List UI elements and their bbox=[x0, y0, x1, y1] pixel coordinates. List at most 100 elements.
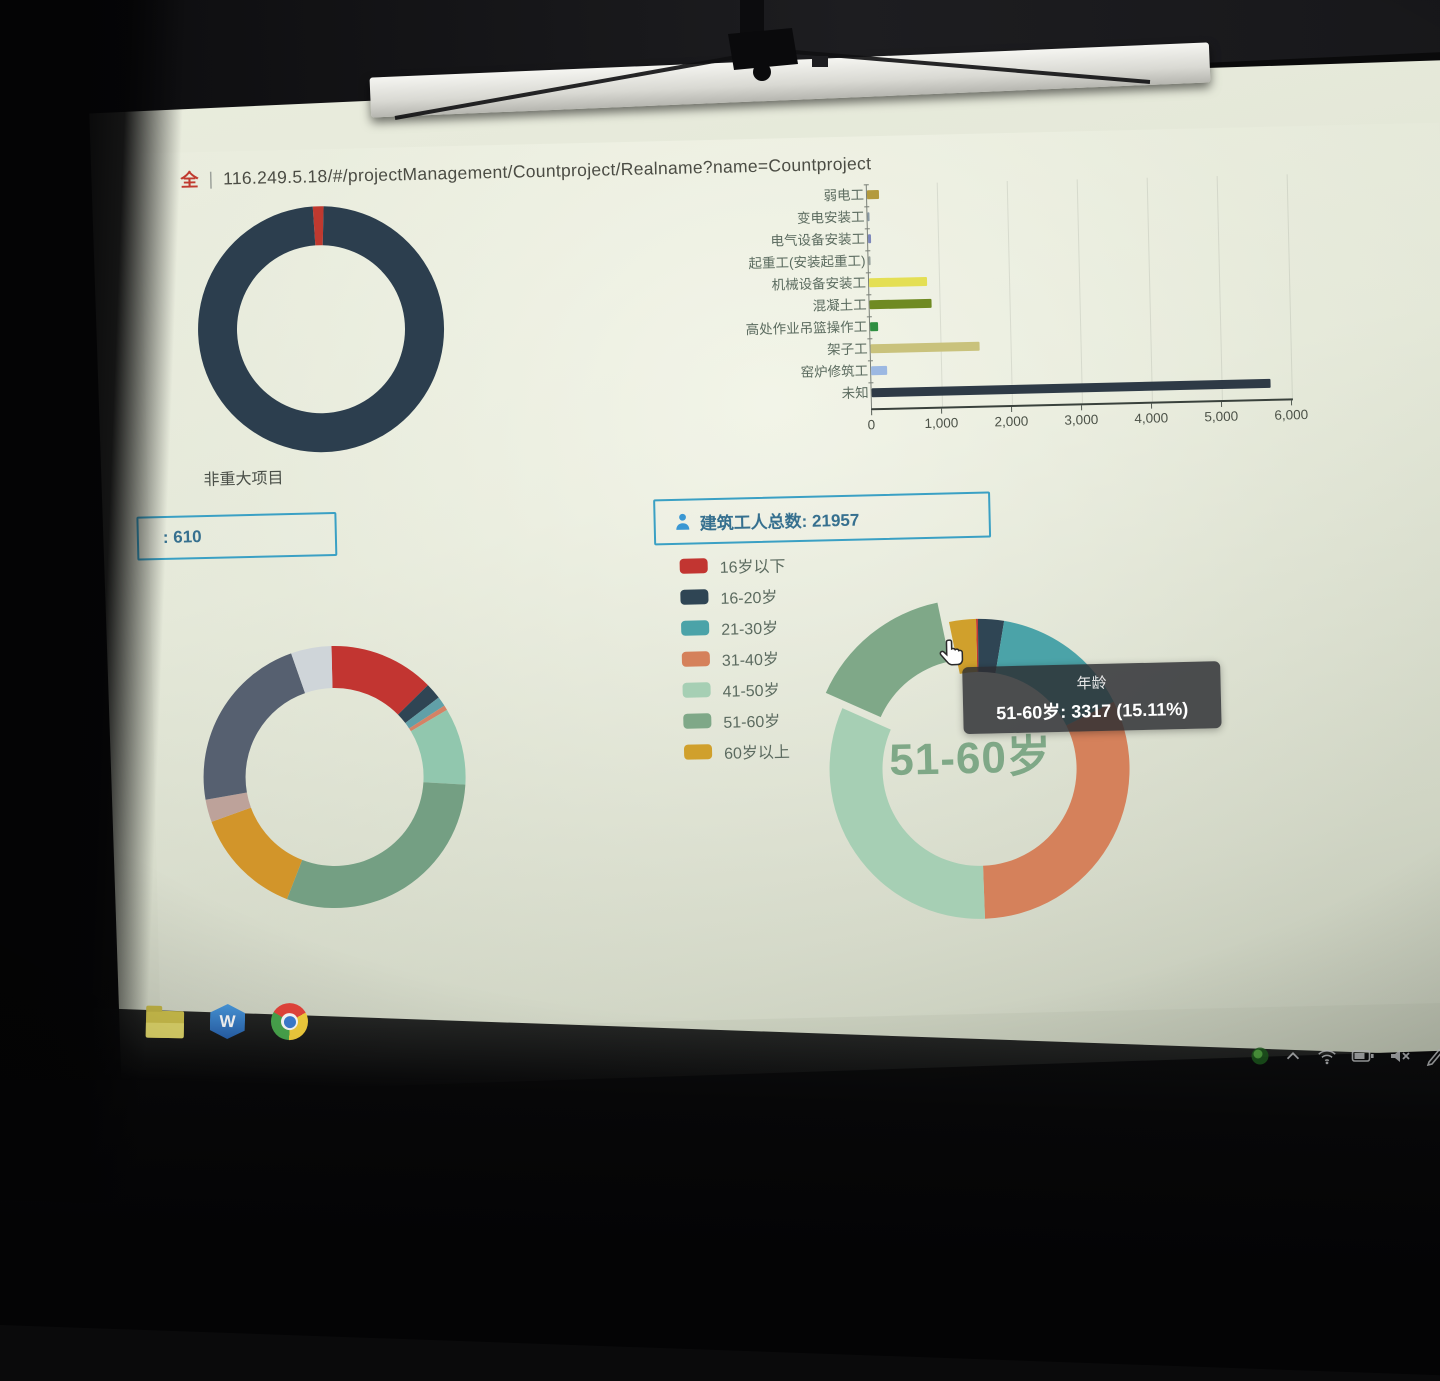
x-axis-tick-label: 4,000 bbox=[1134, 410, 1169, 427]
bar-5[interactable] bbox=[869, 298, 932, 310]
x-axis-tick-label: 6,000 bbox=[1274, 406, 1309, 423]
bar-2[interactable] bbox=[867, 234, 872, 244]
pie-slice-5[interactable] bbox=[284, 781, 468, 909]
gridline bbox=[936, 182, 944, 407]
legend-label: 21-30岁 bbox=[720, 620, 779, 639]
legend-item-3[interactable]: 31-40岁 bbox=[681, 641, 789, 674]
gridline bbox=[1076, 179, 1083, 404]
legend-color-chip bbox=[680, 620, 710, 636]
worker-type-bar-chart[interactable]: 弱电工 变电安装工 电气设备安装工 起重工(安装起重工) 机械设备安装工 混凝土工 高处作业… bbox=[716, 174, 1308, 447]
category-label-9: 未知 bbox=[841, 385, 869, 401]
volume-muted-icon[interactable] bbox=[1388, 1046, 1412, 1066]
pie-slice-8[interactable] bbox=[201, 653, 308, 800]
legend-item-6[interactable]: 60岁以上 bbox=[683, 734, 791, 767]
bar-3[interactable] bbox=[868, 256, 871, 266]
mouse-cursor-hand bbox=[939, 639, 964, 666]
workers-total-text: 建筑工人总数: 21957 bbox=[699, 510, 860, 533]
legend-color-chip bbox=[680, 589, 709, 605]
x-axis-tick bbox=[1220, 402, 1223, 408]
y-axis-tick bbox=[868, 382, 874, 384]
bar-6[interactable] bbox=[869, 322, 879, 332]
dark-room-bottom bbox=[0, 1002, 1440, 1381]
y-axis-tick bbox=[865, 272, 871, 274]
y-axis-tick bbox=[863, 184, 869, 186]
legend-label: 16-20岁 bbox=[720, 589, 778, 608]
legend-item-4[interactable]: 41-50岁 bbox=[682, 672, 789, 705]
wifi-icon[interactable] bbox=[1316, 1046, 1338, 1066]
bar-0[interactable] bbox=[866, 190, 879, 200]
legend-item-5[interactable]: 51-60岁 bbox=[683, 703, 790, 736]
chart-tooltip: 年龄 51-60岁: 3317 (15.11%) bbox=[962, 661, 1222, 735]
wps-app-icon[interactable]: W bbox=[210, 1004, 246, 1040]
pie-slice-3[interactable] bbox=[409, 705, 448, 732]
x-axis-tick-label: 0 bbox=[867, 417, 876, 433]
y-axis-tick bbox=[867, 338, 873, 340]
x-axis-tick bbox=[871, 410, 873, 416]
pie-slice-0[interactable] bbox=[312, 206, 325, 246]
pie-slice-31-40岁[interactable] bbox=[979, 701, 1133, 919]
project-count-text: : 610 bbox=[162, 527, 202, 547]
legend-label: 60岁以上 bbox=[723, 743, 791, 763]
bar-8[interactable] bbox=[871, 365, 888, 376]
legend-item-1[interactable]: 16-20岁 bbox=[680, 579, 787, 612]
legend-color-chip bbox=[679, 558, 708, 574]
bar-1[interactable] bbox=[867, 212, 870, 222]
project-type-donut-chart[interactable] bbox=[193, 201, 449, 457]
project-donut-caption: 非重大项目 bbox=[203, 470, 284, 490]
system-tray bbox=[1250, 1046, 1440, 1066]
pie-slice-41-50岁[interactable] bbox=[828, 705, 985, 922]
pie-slice-非重大项目[interactable] bbox=[195, 203, 447, 455]
legend-label: 41-50岁 bbox=[722, 682, 780, 701]
pie-slice-7[interactable] bbox=[205, 792, 251, 822]
x-axis-tick bbox=[1081, 405, 1083, 411]
x-axis-tick-label: 1,000 bbox=[924, 415, 959, 432]
pie-slice-1[interactable] bbox=[397, 685, 439, 724]
pie-slice-16-20岁[interactable] bbox=[977, 618, 1005, 674]
battery-icon[interactable] bbox=[1351, 1046, 1375, 1066]
y-axis-tick bbox=[865, 250, 871, 252]
chrome-icon[interactable] bbox=[270, 1002, 309, 1041]
screen-hanging-mount bbox=[394, 0, 1151, 120]
pie-slice-51-60岁[interactable] bbox=[824, 602, 951, 718]
pie-slice-9[interactable] bbox=[291, 646, 333, 694]
taskbar-left-icons: W bbox=[145, 1001, 309, 1041]
legend-color-chip bbox=[683, 744, 713, 760]
legend-item-2[interactable]: 21-30岁 bbox=[680, 610, 788, 643]
workers-total-box: 建筑工人总数: 21957 bbox=[653, 491, 992, 546]
legend-color-chip bbox=[683, 713, 712, 729]
projected-browser-window: 全 | 116.249.5.18/#/projectManagement/Cou… bbox=[136, 122, 1440, 1034]
pie-slice-16岁以下[interactable] bbox=[976, 618, 979, 672]
bar-9[interactable] bbox=[871, 378, 1271, 398]
antivirus-icon[interactable] bbox=[1250, 1046, 1270, 1066]
gridline bbox=[1286, 174, 1293, 399]
worker-distribution-donut-chart[interactable] bbox=[191, 634, 478, 921]
legend-item-0[interactable]: 16岁以下 bbox=[679, 548, 786, 581]
pie-slice-4[interactable] bbox=[410, 709, 466, 785]
pie-slice-2[interactable] bbox=[405, 697, 445, 729]
url-text[interactable]: 116.249.5.18/#/projectManagement/Countpr… bbox=[222, 152, 872, 188]
x-axis-tick-label: 5,000 bbox=[1204, 408, 1239, 425]
pen-icon[interactable] bbox=[1425, 1046, 1440, 1066]
pie-slice-6[interactable] bbox=[211, 806, 303, 900]
url-separator: | bbox=[208, 168, 214, 189]
legend-color-chip bbox=[681, 651, 711, 667]
age-legend: 16岁以下 16-20岁 21-30岁 31-40岁 41-50岁 51-60岁 60岁以上 bbox=[679, 548, 790, 767]
pie-slice-0[interactable] bbox=[331, 644, 428, 716]
legend-label: 51-60岁 bbox=[723, 713, 781, 732]
bar-7[interactable] bbox=[870, 341, 980, 354]
photo-of-projector-screen: { "browser": { "security_label": "全", "s… bbox=[0, 0, 1440, 1080]
x-axis-tick bbox=[1290, 400, 1293, 406]
tooltip-title: 年龄 bbox=[1076, 674, 1107, 693]
chevron-up-icon[interactable] bbox=[1283, 1046, 1303, 1066]
x-axis-tick bbox=[941, 408, 943, 414]
x-axis-tick-label: 2,000 bbox=[994, 413, 1029, 430]
tooltip-value: 51-60岁: 3317 (15.11%) bbox=[995, 698, 1189, 724]
pie-slice-60岁以上[interactable] bbox=[948, 618, 978, 674]
y-axis-tick bbox=[864, 228, 870, 230]
person-icon bbox=[676, 513, 690, 530]
file-explorer-icon[interactable] bbox=[145, 1010, 185, 1039]
x-axis-tick-label: 3,000 bbox=[1064, 411, 1099, 428]
bar-4[interactable] bbox=[868, 276, 928, 288]
gridline bbox=[1006, 180, 1013, 405]
y-axis-tick bbox=[864, 206, 870, 208]
